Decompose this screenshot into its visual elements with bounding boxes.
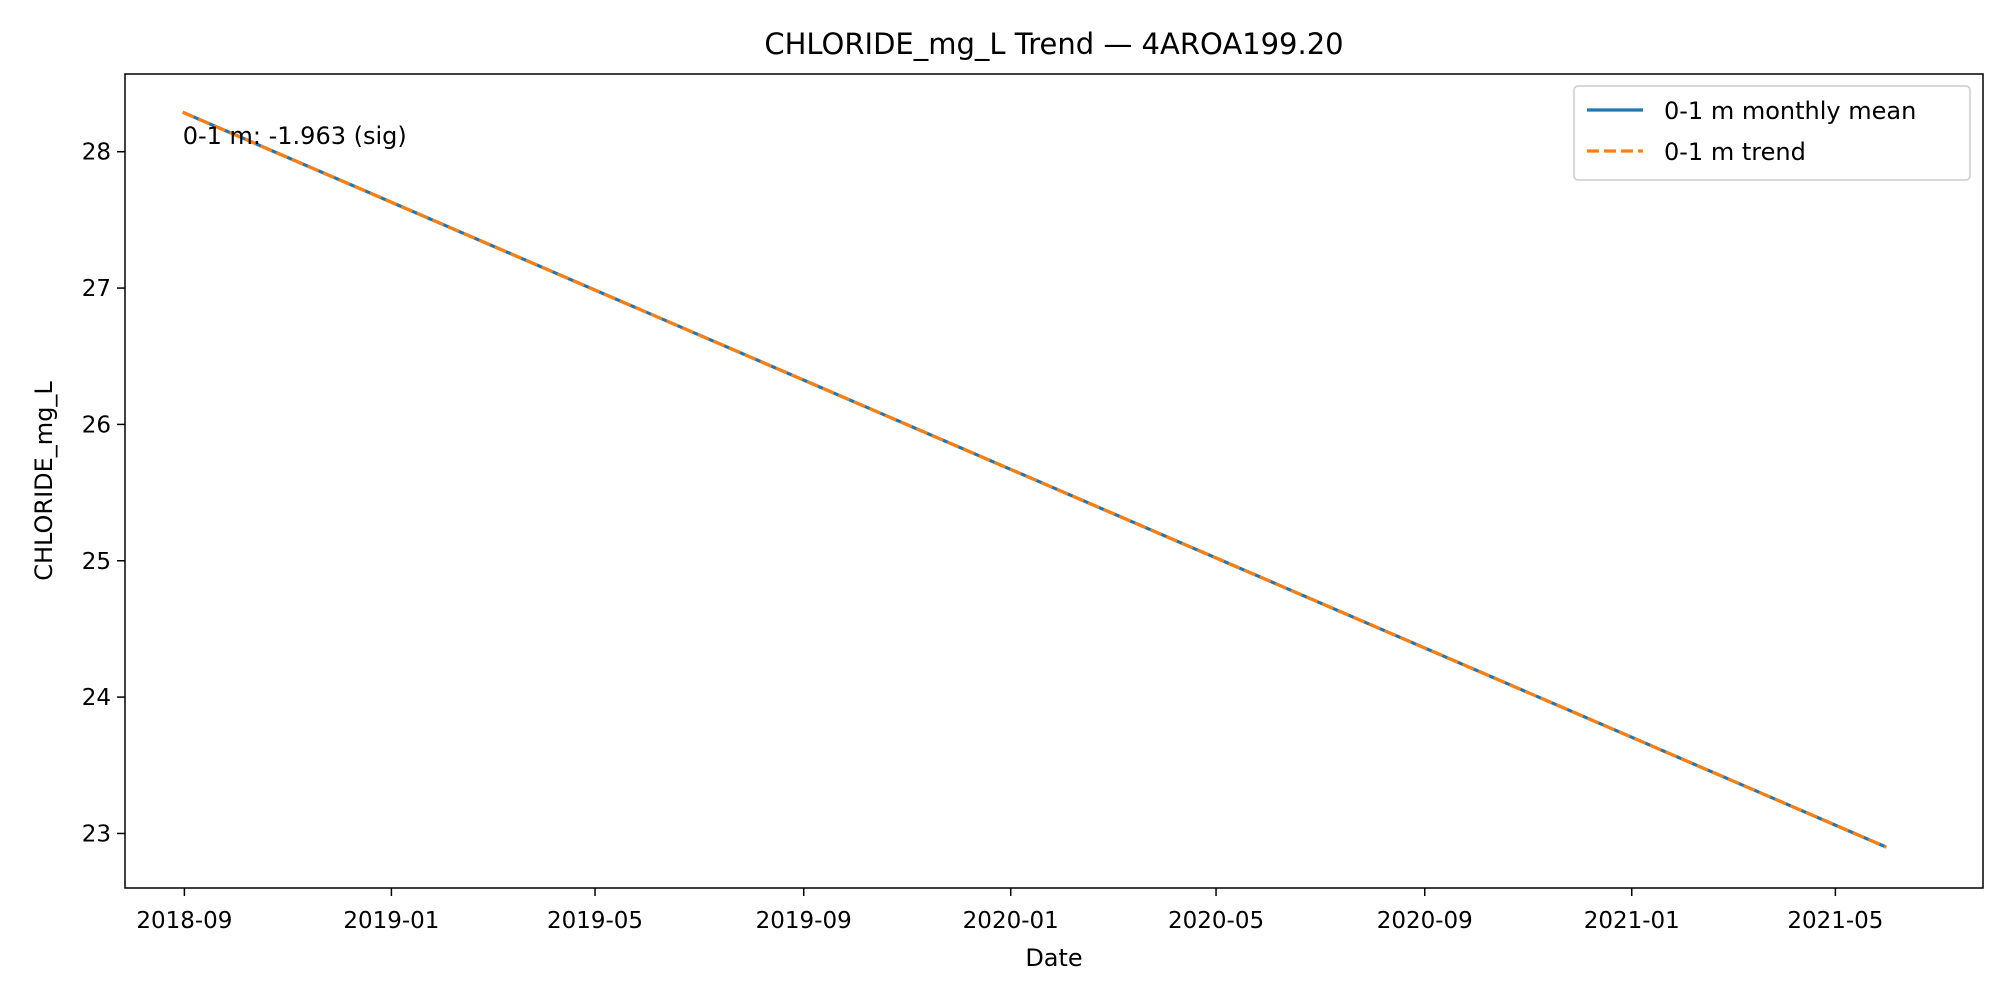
legend-box	[1573, 85, 1971, 181]
trend-line	[182, 110, 1887, 849]
chart-title: CHLORIDE_mg_L Trend — 4AROA199.20	[764, 27, 1343, 61]
x-tick-label: 2019-05	[547, 908, 643, 934]
y-tick-label: 28	[82, 140, 111, 166]
x-axis: 2018-09 2019-01 2019-05 2019-09 2020-01 2020-…	[136, 888, 1883, 934]
x-tick-label: 2020-05	[1168, 908, 1264, 934]
series-layer	[182, 110, 1887, 849]
x-tick-label: 2021-01	[1584, 908, 1680, 934]
legend: 0-1 m monthly mean 0-1 m trend	[1573, 85, 1971, 181]
y-axis: 23 24 25 26 27 28	[82, 140, 125, 847]
y-tick-label: 24	[82, 685, 111, 711]
y-tick-label: 23	[82, 821, 111, 847]
y-tick-label: 27	[82, 276, 111, 302]
plot-area	[124, 73, 1984, 889]
legend-label: 0-1 m trend	[1664, 138, 1806, 166]
annotation-layer: 0-1 m: -1.963 (sig)	[183, 122, 407, 150]
x-tick-label: 2021-05	[1787, 908, 1883, 934]
trend-annotation: 0-1 m: -1.963 (sig)	[183, 122, 407, 150]
y-tick-label: 26	[82, 412, 111, 438]
x-axis-label: Date	[1025, 944, 1082, 972]
y-tick-label: 25	[82, 549, 111, 575]
x-tick-label: 2018-09	[136, 908, 232, 934]
legend-label: 0-1 m monthly mean	[1664, 97, 1916, 125]
x-tick-label: 2019-01	[343, 908, 439, 934]
x-tick-label: 2020-01	[963, 908, 1059, 934]
x-tick-label: 2019-09	[756, 908, 852, 934]
y-axis-label: CHLORIDE_mg_L	[30, 381, 58, 581]
x-tick-label: 2020-09	[1377, 908, 1473, 934]
